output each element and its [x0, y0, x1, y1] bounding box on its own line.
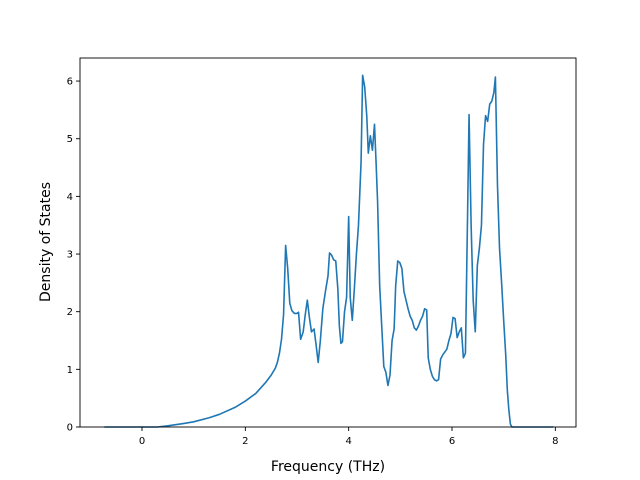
x-tick-label: 2: [242, 436, 248, 447]
x-axis-label: Frequency (THz): [271, 459, 385, 475]
y-tick-label: 0: [67, 423, 73, 434]
dos-series-line-0: [104, 74, 554, 428]
axes-layer: 0 2 4 6 8 0 1 2 3 4 5 6: [67, 57, 577, 447]
y-tick-label: 5: [67, 134, 73, 145]
x-tick-label: 4: [345, 436, 351, 447]
x-tick-label: 6: [449, 436, 455, 447]
x-tick-label: 8: [552, 436, 558, 447]
plot-frame: [79, 57, 577, 428]
y-tick-label: 4: [67, 192, 73, 203]
y-tick-label: 6: [67, 77, 73, 88]
series-layer: [104, 74, 554, 428]
y-tick-label: 2: [67, 307, 73, 318]
x-tick-label: 0: [139, 436, 145, 447]
y-axis-label: Density of States: [38, 182, 54, 302]
y-tick-label: 1: [67, 365, 73, 376]
y-tick-label: 3: [67, 250, 73, 261]
